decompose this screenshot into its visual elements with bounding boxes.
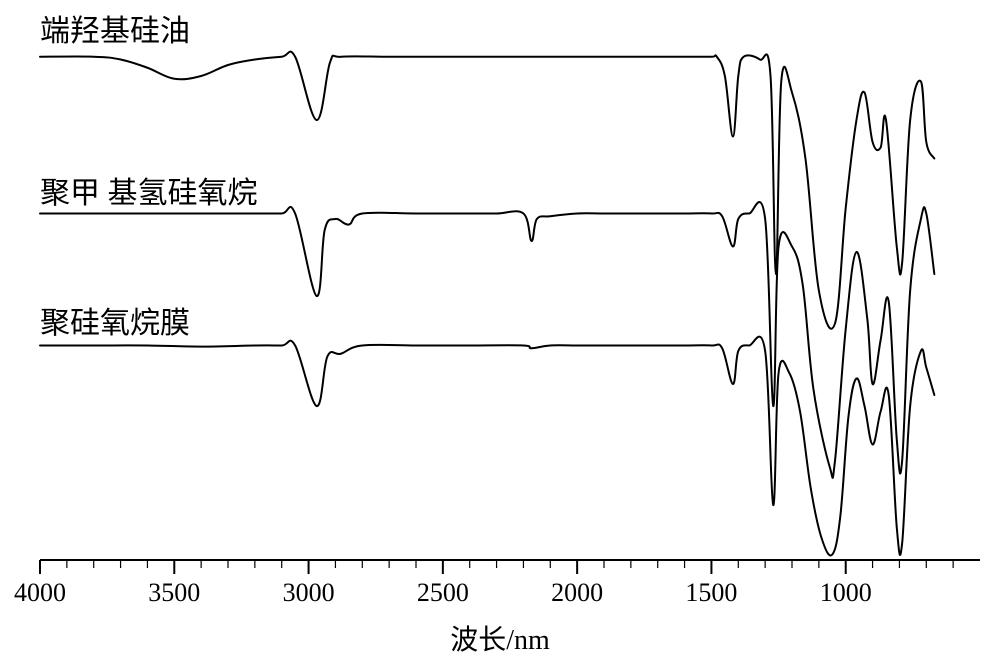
x-tick-label: 1000	[820, 578, 872, 608]
x-tick-label: 3500	[148, 578, 200, 608]
x-tick-label: 2500	[417, 578, 469, 608]
spectrum-polysiloxane-film	[40, 337, 934, 556]
ir-spectra-chart: 端羟基硅油 聚甲 基氢硅氧烷 聚硅氧烷膜 4000 3500 3000 2500 200…	[0, 0, 1000, 664]
x-tick-label: 3000	[283, 578, 335, 608]
series-label-2: 聚甲 基氢硅氧烷	[40, 168, 258, 212]
x-axis-label: 波长/nm	[450, 618, 550, 658]
x-tick-label: 2000	[551, 578, 603, 608]
x-tick-label: 1500	[685, 578, 737, 608]
series-label-3: 聚硅氧烷膜	[40, 298, 190, 342]
x-tick-label: 4000	[14, 578, 66, 608]
series-label-1: 端羟基硅油	[40, 6, 190, 50]
